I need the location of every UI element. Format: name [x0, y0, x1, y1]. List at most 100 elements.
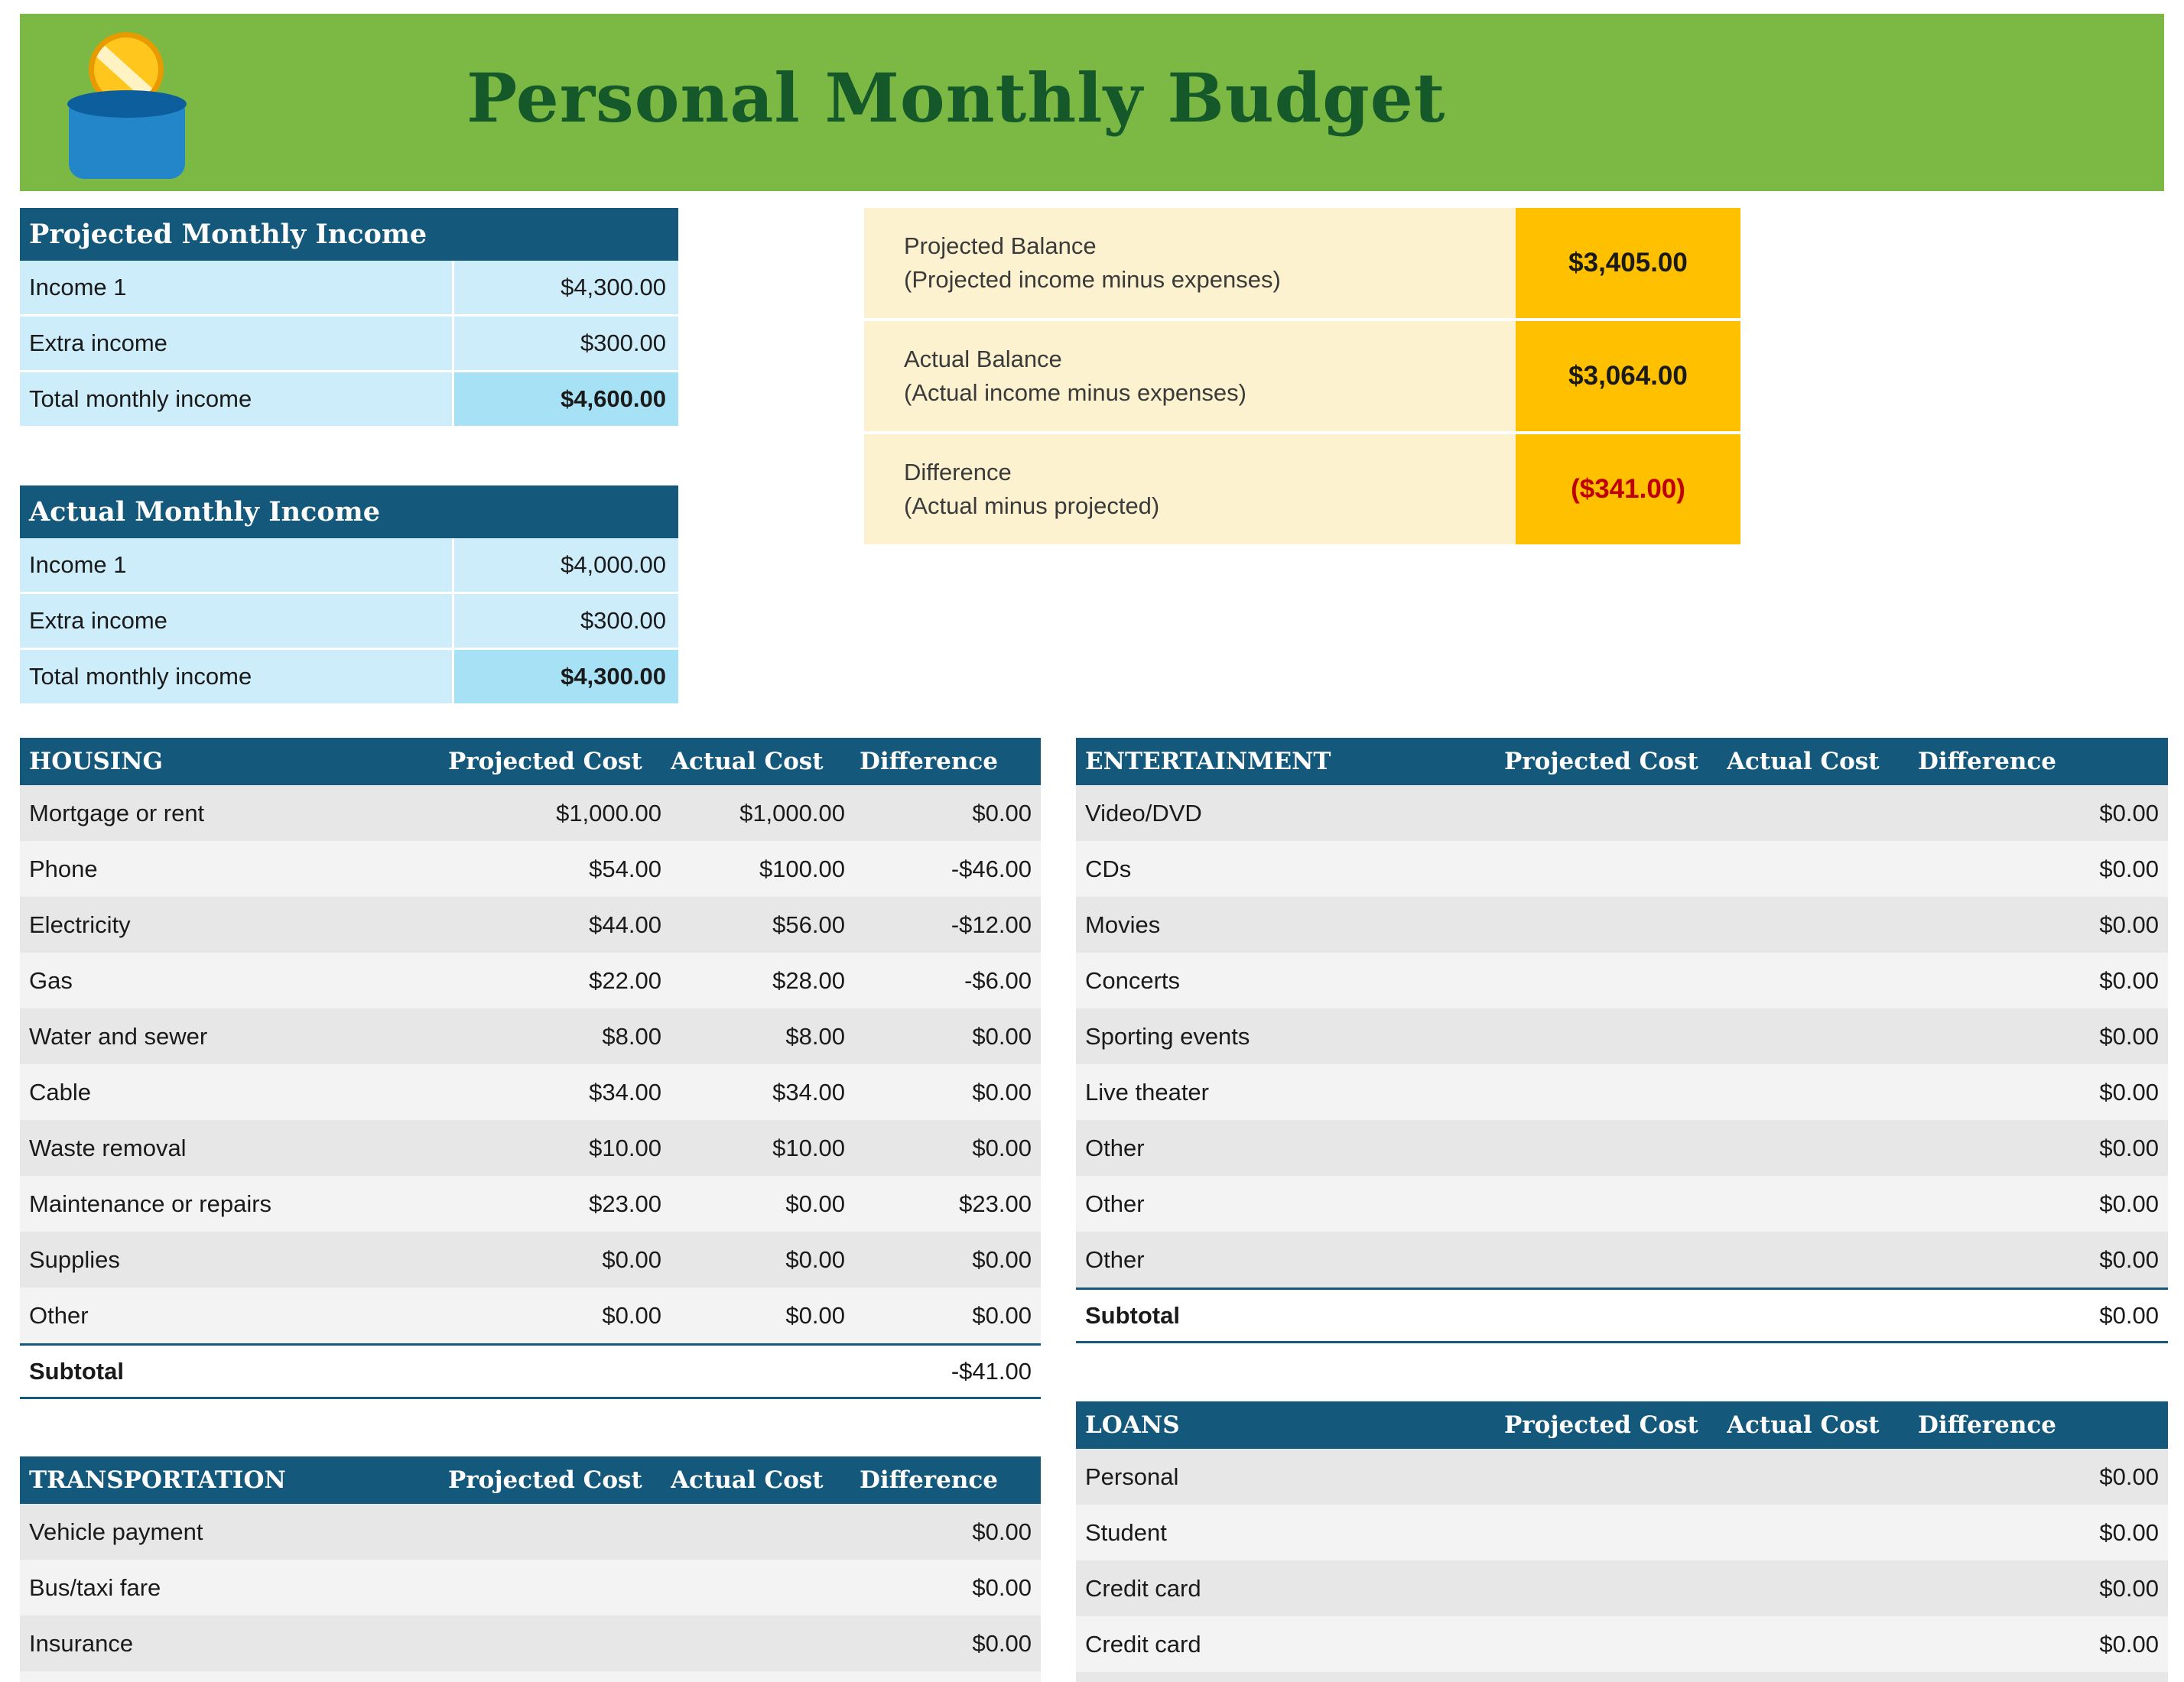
projected-cost-cell[interactable]: $23.00 [589, 1190, 661, 1217]
difference-cell[interactable]: -$46.00 [951, 855, 1032, 882]
difference-cell[interactable]: $0.00 [2099, 1518, 2159, 1546]
expense-label: Live theater [1085, 1078, 1209, 1106]
projected-cost-cell[interactable]: $22.00 [589, 966, 661, 994]
difference-cell[interactable]: $0.00 [972, 799, 1032, 826]
difference-cell[interactable]: $0.00 [2099, 911, 2159, 938]
actual-cost-cell[interactable]: $0.00 [785, 1301, 845, 1329]
difference-cell[interactable]: $0.00 [2099, 1630, 2159, 1658]
projected-cost-cell[interactable]: $10.00 [589, 1134, 661, 1161]
income-total-value[interactable]: $4,600.00 [452, 372, 678, 426]
expense-row: Other $0.00 $0.00 $0.00 [20, 1287, 1041, 1343]
actual-cost-cell[interactable]: $0.00 [785, 1190, 845, 1217]
difference-cell[interactable]: $0.00 [972, 1245, 1032, 1273]
projected-cost-cell[interactable]: $8.00 [602, 1022, 661, 1050]
difference-cell[interactable]: $0.00 [2099, 1078, 2159, 1106]
expense-row: Bus/taxi fare $0.00 [20, 1560, 1041, 1615]
difference-cell[interactable]: $0.00 [972, 1301, 1032, 1329]
difference-cell[interactable]: $0.00 [972, 1134, 1032, 1161]
projected-cost-cell[interactable]: $34.00 [589, 1078, 661, 1106]
balance-label-line1: Difference [904, 459, 1012, 485]
table-title: HOUSING [29, 748, 164, 775]
header-banner: Personal Monthly Budget [20, 14, 2164, 191]
expense-row: Waste removal $10.00 $10.00 $0.00 [20, 1120, 1041, 1176]
expense-label: Mortgage or rent [29, 799, 205, 826]
projected-balance-value[interactable]: $3,405.00 [1516, 208, 1740, 318]
difference-cell[interactable]: $0.00 [972, 1518, 1032, 1545]
actual-cost-cell[interactable]: $100.00 [759, 855, 845, 882]
housing-header: HOUSING Projected Cost Actual Cost Diffe… [20, 738, 1041, 785]
projected-income-table: Projected Monthly Income Income 1 $4,300… [20, 208, 678, 428]
difference-cell[interactable]: $0.00 [972, 1078, 1032, 1106]
table-row-total: Total monthly income $4,600.00 [20, 372, 678, 428]
income-value-cell[interactable]: $4,300.00 [452, 261, 678, 314]
actual-cost-cell[interactable]: $34.00 [772, 1078, 845, 1106]
expense-row: Video/DVD $0.00 [1076, 785, 2168, 841]
transportation-rows: Vehicle payment $0.00 Bus/taxi fare $0.00 In… [20, 1504, 1041, 1682]
projected-cost-cell[interactable]: $54.00 [589, 855, 661, 882]
income-value-cell[interactable]: $300.00 [452, 594, 678, 648]
difference-cell[interactable]: $0.00 [2099, 1022, 2159, 1050]
actual-cost-cell[interactable]: $56.00 [772, 911, 845, 938]
difference-cell[interactable]: $0.00 [2099, 799, 2159, 826]
column-projected-cost: Projected Cost [448, 1466, 642, 1494]
actual-cost-cell[interactable]: $1,000.00 [739, 799, 845, 826]
actual-cost-cell[interactable]: $10.00 [772, 1134, 845, 1161]
money-box-icon [63, 22, 200, 179]
expense-row: Other $0.00 [1076, 1120, 2168, 1176]
expense-label: Electricity [29, 911, 131, 938]
column-projected-cost: Projected Cost [1504, 1411, 1698, 1439]
actual-balance-value[interactable]: $3,064.00 [1516, 321, 1740, 431]
expense-row: Vehicle payment $0.00 [20, 1504, 1041, 1560]
subtotal-label: Subtotal [1085, 1301, 1180, 1329]
table-row: Extra income $300.00 [20, 594, 678, 650]
difference-cell[interactable]: $0.00 [2099, 1134, 2159, 1161]
difference-cell[interactable]: $0.00 [2099, 1190, 2159, 1217]
difference-cell[interactable]: -$12.00 [951, 911, 1032, 938]
projected-cost-cell[interactable]: $0.00 [602, 1301, 661, 1329]
expense-row: Other $0.00 [1076, 1232, 2168, 1287]
expense-label: Gas [29, 966, 73, 994]
expense-row: Personal $0.00 [1076, 1449, 2168, 1505]
income-value-cell[interactable]: $4,000.00 [452, 538, 678, 592]
difference-cell[interactable]: $0.00 [972, 1573, 1032, 1601]
difference-cell[interactable]: $0.00 [2099, 1245, 2159, 1273]
projected-cost-cell[interactable]: $1,000.00 [556, 799, 661, 826]
subtotal-value[interactable]: $0.00 [2099, 1301, 2159, 1329]
difference-cell[interactable]: $0.00 [2099, 1574, 2159, 1602]
projected-cost-cell[interactable]: $0.00 [602, 1245, 661, 1273]
difference-cell[interactable]: $0.00 [2099, 1463, 2159, 1490]
income-value-cell[interactable]: $300.00 [452, 317, 678, 370]
subtotal-value[interactable]: -$41.00 [951, 1357, 1032, 1385]
difference-cell[interactable]: $0.00 [2099, 855, 2159, 882]
expense-row: CDs $0.00 [1076, 841, 2168, 897]
difference-value[interactable]: ($341.00) [1516, 434, 1740, 544]
actual-cost-cell[interactable]: $0.00 [785, 1245, 845, 1273]
expense-label: Vehicle payment [29, 1518, 203, 1545]
table-row: Income 1 $4,000.00 [20, 538, 678, 594]
column-difference: Difference [1917, 748, 2056, 775]
projected-cost-cell[interactable]: $44.00 [589, 911, 661, 938]
expense-label: Cable [29, 1078, 91, 1106]
expense-row: Credit card $0.00 [1076, 1560, 2168, 1616]
expense-row: Credit card $0.00 [1076, 1616, 2168, 1672]
difference-cell[interactable]: $0.00 [972, 1022, 1032, 1050]
difference-cell[interactable]: $0.00 [972, 1629, 1032, 1657]
income-label: Income 1 [29, 274, 127, 300]
expense-label: Waste removal [29, 1134, 187, 1161]
income-label: Extra income [29, 330, 167, 356]
housing-table: HOUSING Projected Cost Actual Cost Diffe… [20, 738, 1041, 1399]
balance-label-line1: Projected Balance [904, 232, 1097, 259]
difference-cell[interactable]: $0.00 [2099, 966, 2159, 994]
column-actual-cost: Actual Cost [671, 1466, 824, 1494]
income-total-value[interactable]: $4,300.00 [452, 650, 678, 703]
column-actual-cost: Actual Cost [1727, 1411, 1880, 1439]
actual-cost-cell[interactable]: $28.00 [772, 966, 845, 994]
actual-cost-cell[interactable]: $8.00 [785, 1022, 845, 1050]
expense-label: Maintenance or repairs [29, 1190, 272, 1217]
difference-cell[interactable]: -$6.00 [964, 966, 1032, 994]
entertainment-subtotal-row: Subtotal $0.00 [1076, 1287, 2168, 1343]
expense-label: Sporting events [1085, 1022, 1250, 1050]
loans-header: LOANS Projected Cost Actual Cost Differe… [1076, 1401, 2168, 1449]
difference-cell[interactable]: $23.00 [959, 1190, 1032, 1217]
expense-label: Insurance [29, 1629, 134, 1657]
